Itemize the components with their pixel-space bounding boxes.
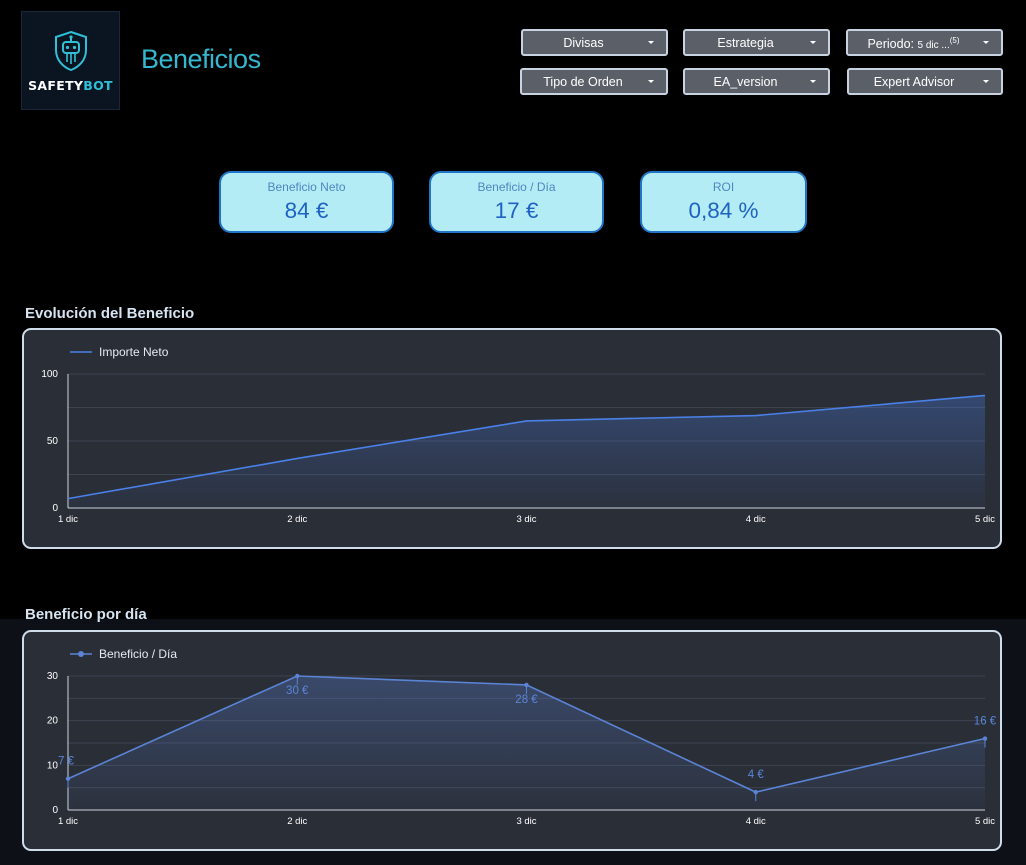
- chart-panel-evolucion: 0 50 100 1 dic 2 dic 3 dic 4 dic 5 dic Importe N…: [22, 328, 1002, 549]
- y-tick-label: 20: [47, 716, 59, 727]
- x-tick-label: 5 dic: [975, 816, 995, 827]
- kpi-beneficio-dia: Beneficio / Día 17 €: [429, 171, 604, 233]
- x-tick-label: 5 dic: [975, 514, 995, 525]
- kpi-value: 0,84 %: [688, 198, 759, 223]
- data-point: [65, 776, 71, 781]
- filter-periodo[interactable]: Periodo: 5 dic ...(5): [846, 29, 1003, 56]
- filter-label: Estrategia: [717, 36, 774, 50]
- filter-label: Expert Advisor: [873, 75, 955, 89]
- data-label: 7 €: [58, 756, 75, 768]
- data-label: 16 €: [974, 716, 997, 728]
- chart-panel-por-dia: 0 10 20 30 1 dic 2 dic 3 dic 4 dic 5 dic Benefici…: [22, 630, 1002, 851]
- legend-marker: [78, 651, 84, 657]
- y-tick-label: 30: [47, 671, 59, 682]
- kpi-value: 84 €: [284, 198, 329, 223]
- data-point: [753, 789, 758, 795]
- x-tick-label: 2 dic: [287, 816, 307, 827]
- x-tick-label: 4 dic: [746, 514, 766, 525]
- legend-label: Importe Neto: [99, 345, 169, 359]
- filter-tipo-de-orden[interactable]: Tipo de Orden: [520, 68, 668, 95]
- filter-label: Divisas: [563, 36, 604, 50]
- filter-divisas[interactable]: Divisas: [521, 29, 668, 56]
- data-point: [982, 736, 988, 741]
- caret-down-icon: [983, 80, 989, 83]
- kpi-beneficio-neto: Beneficio Neto 84 €: [219, 171, 394, 233]
- kpi-value: 17 €: [494, 198, 539, 223]
- y-tick-label: 0: [52, 503, 58, 514]
- data-label: 28 €: [515, 694, 538, 706]
- x-tick-label: 1 dic: [58, 816, 78, 827]
- chart-por-dia: 0 10 20 30 1 dic 2 dic 3 dic 4 dic 5 dic Benefici…: [47, 647, 997, 827]
- series-line: [67, 394, 986, 500]
- data-label: 4 €: [748, 769, 765, 781]
- series-area: [68, 676, 985, 810]
- caret-down-icon: [810, 41, 816, 44]
- robot-shield-icon: [55, 30, 87, 72]
- caret-down-icon: [810, 80, 816, 83]
- safetybot-logo: SAFETYBOT: [21, 11, 120, 110]
- kpi-label: Beneficio / Día: [477, 180, 556, 194]
- filter-label: EA_version: [713, 75, 778, 89]
- kpi-label: ROI: [712, 180, 735, 194]
- x-tick-label: 4 dic: [746, 816, 766, 827]
- caret-down-icon: [648, 80, 654, 83]
- x-tick-label: 1 dic: [58, 514, 78, 525]
- caret-down-icon: [983, 41, 989, 44]
- filter-label: Tipo de Orden: [543, 75, 623, 89]
- chart-evolucion: 0 50 100 1 dic 2 dic 3 dic 4 dic 5 dic Importe N…: [41, 345, 995, 525]
- data-point: [295, 673, 300, 679]
- section-title-por-dia: Beneficio por día: [25, 606, 147, 623]
- filter-estrategia[interactable]: Estrategia: [683, 29, 830, 56]
- page-title: Beneficios: [141, 44, 261, 74]
- filter-label: Periodo: 5 dic ...(5): [867, 36, 960, 52]
- legend-label: Beneficio / Día: [99, 647, 177, 661]
- y-tick-label: 100: [41, 369, 58, 380]
- y-tick-label: 0: [52, 805, 58, 816]
- logo-wordmark: SAFETYBOT: [28, 78, 113, 93]
- caret-down-icon: [648, 41, 654, 44]
- filter-ea-version[interactable]: EA_version: [683, 68, 830, 95]
- data-point: [524, 682, 529, 688]
- kpi-label: Beneficio Neto: [267, 180, 346, 194]
- x-tick-label: 2 dic: [287, 514, 307, 525]
- x-tick-label: 3 dic: [516, 816, 536, 827]
- series-area: [68, 395, 985, 508]
- y-tick-label: 50: [47, 436, 59, 447]
- section-title-evolucion: Evolución del Beneficio: [25, 305, 195, 322]
- x-tick-label: 3 dic: [516, 514, 536, 525]
- y-tick-label: 10: [47, 760, 59, 771]
- kpi-roi: ROI 0,84 %: [640, 171, 807, 233]
- filter-expert-advisor[interactable]: Expert Advisor: [847, 68, 1003, 95]
- data-label: 30 €: [286, 685, 309, 697]
